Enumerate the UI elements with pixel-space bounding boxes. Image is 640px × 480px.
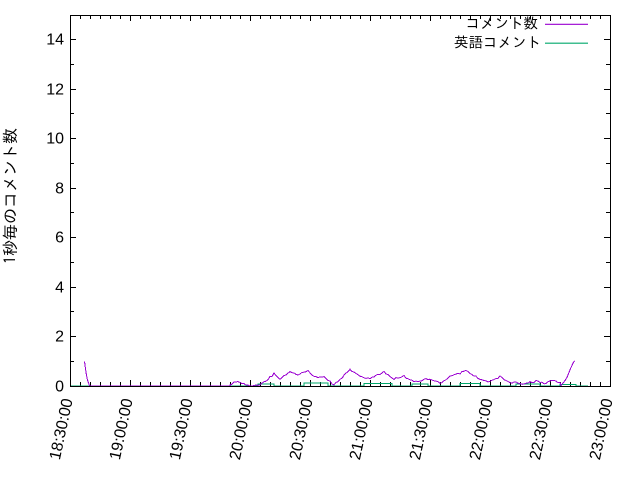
svg-text:14: 14 <box>46 32 64 49</box>
svg-text:12: 12 <box>46 82 64 99</box>
svg-text:1秒毎のコメント数: 1秒毎のコメント数 <box>2 128 18 264</box>
svg-text:6: 6 <box>55 230 64 247</box>
svg-text:8: 8 <box>55 181 64 198</box>
svg-text:4: 4 <box>55 280 64 297</box>
svg-text:英語コメント: 英語コメント <box>454 35 541 50</box>
svg-text:10: 10 <box>46 131 64 148</box>
svg-text:0: 0 <box>55 379 64 396</box>
svg-text:コメント数: コメント数 <box>466 16 539 31</box>
svg-text:2: 2 <box>55 329 64 346</box>
